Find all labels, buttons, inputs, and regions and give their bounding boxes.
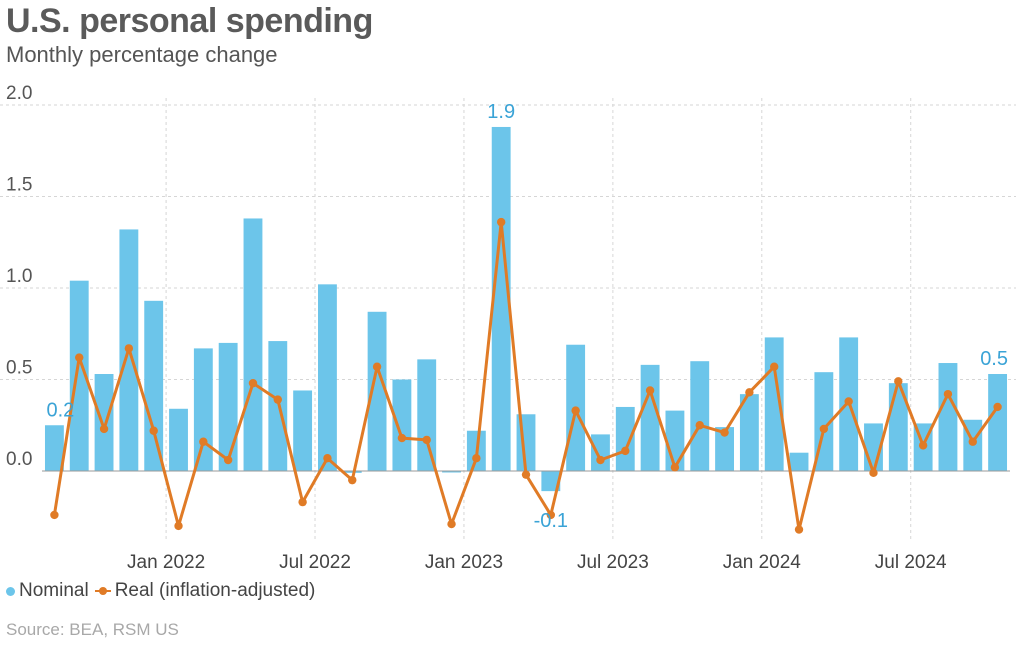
legend-label-real: Real (inflation-adjusted)	[114, 580, 316, 601]
nominal-bar	[69, 280, 89, 471]
real-point	[223, 455, 233, 465]
real-point	[621, 446, 630, 456]
real-point	[943, 389, 953, 399]
real-swatch-icon	[94, 586, 111, 596]
nominal-bar	[789, 452, 809, 471]
nominal-bar	[268, 341, 288, 471]
real-point	[894, 377, 903, 386]
x-axis-ticks: Jan 2022 Jul 2022 Jan 2023 Jul 2023 Jan 2024…	[127, 552, 947, 573]
source-note: Source: BEA, RSM US	[6, 620, 179, 639]
data-annotations: 0.2 1.9 -0.1 0.5	[47, 101, 1008, 532]
nominal-bar	[442, 471, 461, 473]
real-point	[993, 402, 1002, 412]
nominal-bar	[665, 410, 685, 471]
nominal-bar	[169, 408, 188, 471]
nominal-bar	[144, 300, 164, 471]
real-point	[770, 362, 779, 371]
nominal-bar	[988, 374, 1008, 471]
nominal-bar	[491, 126, 511, 472]
nominal-swatch-icon	[6, 586, 15, 596]
real-point	[745, 388, 754, 397]
nominal-bars	[44, 126, 1008, 492]
nominal-bar	[367, 311, 387, 471]
chart-title: U.S. personal spending	[6, 2, 373, 40]
real-point	[50, 510, 59, 520]
x-tick-label: Jul 2022	[279, 552, 351, 573]
legend-item-real[interactable]: Real (inflation-adjusted)	[94, 580, 316, 602]
real-point	[298, 497, 307, 507]
real-point	[75, 353, 84, 362]
real-line	[50, 217, 1002, 534]
real-point	[124, 344, 134, 353]
real-point	[174, 521, 183, 531]
real-point	[323, 453, 332, 463]
real-point	[248, 378, 258, 388]
y-tick-label: 0.0	[6, 449, 32, 470]
real-point	[918, 441, 928, 450]
nominal-bar	[94, 374, 114, 471]
x-tick-label: Jul 2023	[577, 552, 649, 573]
real-point	[968, 437, 977, 446]
real-point	[273, 395, 282, 404]
nominal-bar	[888, 383, 908, 471]
nominal-bar	[591, 434, 610, 471]
real-point	[496, 217, 506, 227]
data-label: 0.5	[980, 348, 1008, 370]
real-point	[645, 386, 655, 395]
real-point	[546, 510, 556, 520]
y-tick-label: 0.5	[6, 358, 32, 379]
real-point	[199, 437, 208, 446]
nominal-bar	[640, 364, 660, 471]
real-point	[348, 475, 357, 485]
nominal-bar	[218, 342, 238, 471]
legend-item-nominal[interactable]: Nominal	[6, 580, 89, 602]
real-point	[571, 406, 580, 415]
real-point	[844, 397, 853, 406]
real-point	[372, 362, 382, 371]
real-point	[819, 424, 829, 434]
real-point	[149, 426, 158, 435]
real-point	[472, 453, 481, 463]
nominal-bar	[392, 379, 412, 471]
real-point	[720, 428, 729, 437]
nominal-bar	[715, 427, 734, 471]
spending-chart: 2.0 1.5 1.0 0.5 0.0 Jan 2022 Jul 2022 Jan 2023…	[0, 83, 1016, 573]
nominal-bar	[293, 390, 313, 471]
y-tick-label: 1.5	[6, 175, 32, 196]
real-point	[422, 435, 431, 445]
nominal-bar	[318, 284, 337, 471]
nominal-bar	[938, 363, 958, 471]
nominal-bar	[243, 218, 263, 471]
real-point	[869, 468, 878, 478]
nominal-bar	[193, 348, 213, 471]
legend-label-nominal: Nominal	[19, 580, 89, 601]
data-label: -0.1	[534, 510, 568, 532]
real-point	[596, 455, 605, 465]
real-point	[794, 525, 804, 534]
nominal-bar	[417, 359, 437, 471]
nominal-bar	[690, 361, 710, 471]
nominal-bar	[739, 394, 759, 471]
y-tick-label: 1.0	[6, 266, 32, 287]
x-tick-label: Jan 2023	[425, 552, 503, 573]
data-label: 0.2	[47, 399, 75, 421]
nominal-bar	[615, 406, 635, 471]
nominal-bar	[541, 471, 561, 492]
x-tick-label: Jan 2024	[723, 552, 802, 573]
nominal-bar	[44, 425, 64, 471]
y-axis-ticks: 2.0 1.5 1.0 0.5 0.0	[6, 83, 32, 470]
real-point	[521, 470, 531, 479]
data-label: 1.9	[487, 101, 515, 123]
real-point	[99, 424, 109, 434]
real-point	[695, 421, 704, 430]
chart-subtitle: Monthly percentage change	[6, 42, 278, 67]
y-tick-label: 2.0	[6, 83, 32, 104]
nominal-bar	[342, 471, 362, 473]
real-point	[670, 463, 680, 472]
x-tick-label: Jan 2022	[127, 552, 205, 573]
real-point	[447, 519, 456, 529]
legend: Nominal Real (inflation-adjusted)	[6, 580, 321, 602]
real-point	[397, 433, 407, 443]
x-tick-label: Jul 2024	[875, 552, 947, 573]
